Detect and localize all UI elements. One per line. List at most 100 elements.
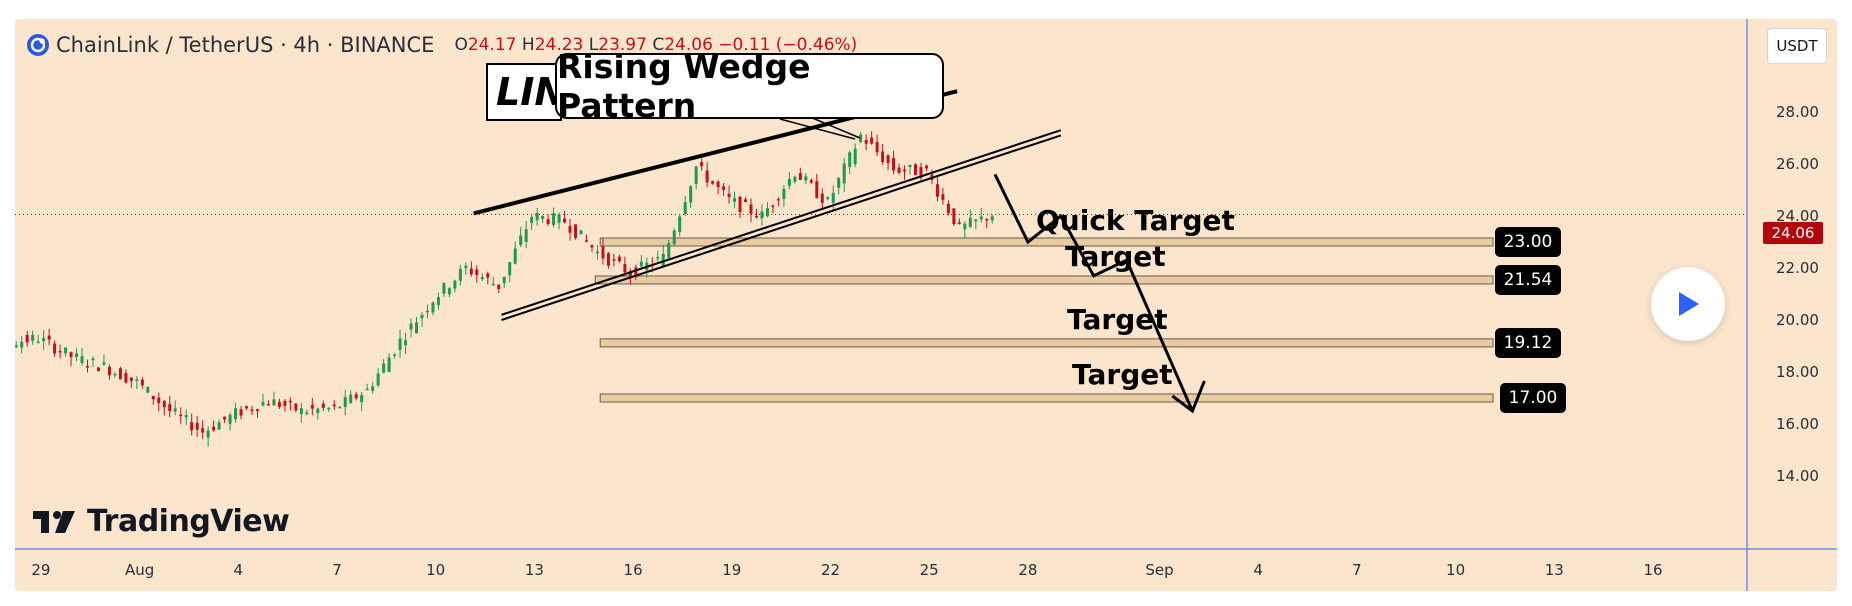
candle-body [80,356,84,364]
candle-body [519,235,523,246]
candle-body [639,261,643,267]
candle-body [272,399,276,406]
candle-body [96,367,100,372]
candle-body [228,414,232,424]
candle-body [530,217,534,223]
candle-body [453,280,457,289]
candle-body [903,169,907,172]
candle-body [804,176,808,181]
candle-body [113,373,117,376]
wedge-lower-line-a [501,129,1062,316]
candle-body [102,362,106,365]
candle-body [58,351,62,353]
candle-body [765,208,769,217]
open-label: O [454,35,468,55]
target-zone [599,237,1494,247]
candle-body [305,412,309,414]
y-tick-label: 24.00 [1776,207,1819,225]
candle-body [798,173,802,180]
candle-body [91,358,95,361]
candle-body [382,363,386,373]
x-tick-label: 4 [1253,561,1263,579]
candle-body [206,430,210,438]
tradingview-logo[interactable]: TradingView [33,504,290,539]
low-label: L [588,35,599,55]
candle-body [486,273,490,278]
candle-body [190,422,194,431]
ticker-box: LINK [486,63,562,121]
play-button[interactable] [1651,267,1725,341]
candle-body [371,386,375,391]
candle-body [508,262,512,276]
candle-body [173,408,177,412]
candle-body [541,216,545,219]
candle-body [683,202,687,215]
high-value: 24.23 [534,35,584,55]
candle-body [387,357,391,372]
x-tick-label: Aug [124,561,155,579]
target-zone [599,393,1494,403]
x-tick-label: 13 [1544,561,1564,579]
currency-unit-button[interactable]: USDT [1767,28,1827,64]
candle-body [749,204,753,214]
candle-body [398,338,402,350]
candle-body [376,373,380,386]
target-label: Target [1067,302,1168,336]
candle-body [217,422,221,430]
callout-pointer [779,118,856,140]
chart-header: ChainLink / TetherUS · 4h · BINANCE O 24.… [26,32,857,58]
candle-body [184,415,188,418]
candle-body [793,176,797,182]
callout-pointer [809,116,861,139]
candle-body [245,406,249,409]
candle-body [771,205,775,208]
candle-body [776,199,780,201]
candle-body [20,341,24,348]
candle-body [365,388,369,391]
candle-body [716,181,720,188]
candle-body [667,243,671,259]
target-zone [594,275,1494,285]
target-label: Target [1065,239,1166,273]
x-tick-label: 25 [919,561,939,579]
rising-wedge-callout: Rising Wedge Pattern [555,47,944,125]
candle-body [31,334,35,341]
candle-body [809,180,813,183]
candle-body [859,134,863,142]
tradingview-wordmark: TradingView [87,504,290,539]
candle-body [179,414,183,416]
symbol-title[interactable]: ChainLink / TetherUS · 4h · BINANCE [56,33,435,57]
target-price-tag: 21.54 [1495,264,1561,295]
candle-body [140,379,144,386]
candle-body [431,302,435,313]
candle-body [557,214,561,223]
candle-body [875,142,879,153]
candle-body [469,268,473,275]
candle-body [689,186,693,203]
candle-body [338,406,342,409]
close-value: 24.06 [664,35,713,55]
candle-body [513,248,517,264]
candle-body [36,341,40,344]
chainlink-logo-icon [27,34,49,56]
candle-body [75,353,79,357]
candle-body [288,400,292,403]
projected-arrowhead [1171,380,1206,414]
candle-body [563,218,567,223]
target-label: Target [1072,358,1173,391]
y-tick-label: 18.00 [1776,363,1819,381]
chart-canvas[interactable] [15,19,1837,591]
wedge-lower-line-b [501,134,1062,321]
candle-body [497,284,501,290]
candle-body [261,402,265,406]
candle-body [957,222,961,224]
candle-body [124,372,128,383]
x-tick-label: 22 [820,561,841,579]
candle-body [157,397,161,404]
candle-body [404,340,408,346]
candle-body [820,193,824,203]
candle-body [223,416,227,420]
candle-body [848,152,852,167]
candle-body [129,377,133,381]
candle-body [738,196,742,213]
